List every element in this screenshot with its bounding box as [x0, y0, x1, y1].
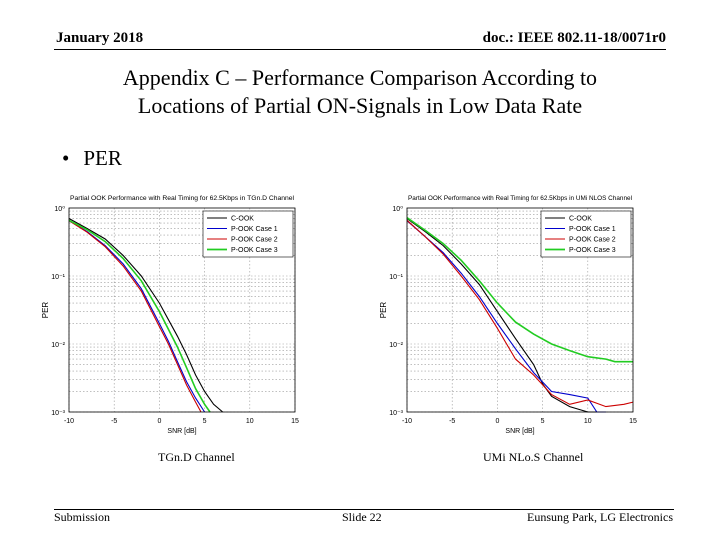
chart1-ytick-label: 10⁻¹: [389, 274, 403, 281]
chart1-xtick-label: -10: [402, 418, 412, 425]
chart1-ytick-label: 10⁰: [392, 205, 403, 213]
slide-title-line1: Appendix C – Performance Comparison Acco…: [122, 65, 598, 90]
chart0-legend: C-OOK P-OOK Case 1 P-OOK Case 2 P-OOK Case …: [202, 210, 294, 258]
header-rule: [54, 49, 666, 50]
chart0-xtick-label: 15: [291, 418, 299, 425]
chart0-xtick-label: 5: [203, 418, 207, 425]
chart1-xtick-label: 0: [495, 418, 499, 425]
chart0-ytick-label: 10⁻¹: [51, 274, 65, 281]
chart1-legend-label: P-OOK Case 3: [569, 247, 616, 254]
bullet-dot: •: [62, 146, 70, 170]
caption-tgnd: TGn.D Channel: [158, 450, 235, 464]
chart0-axes-frame: [68, 207, 296, 413]
chart0-ylabel: PER: [41, 302, 50, 319]
slide-title-line2: Locations of Partial ON-Signals in Low D…: [137, 93, 583, 118]
bullet-item: • PER: [62, 146, 122, 171]
chart1-series-p-ook-case-3: [406, 217, 633, 363]
chart0-xtick-label: -10: [64, 418, 74, 425]
chart0-ytick-label: 10⁻³: [51, 410, 65, 417]
chart1-series-p-ook-case-2: [406, 219, 634, 408]
caption-umi-nlos: UMi NLo.S Channel: [483, 450, 584, 464]
chart1-legend-label: C-OOK: [569, 216, 592, 223]
chart0-series-p-ook-case-1: [68, 220, 206, 413]
chart1-xtick-label: 10: [584, 418, 592, 425]
chart0-xlabel: SNR [dB]: [167, 428, 196, 435]
chart1-title: Partial OOK Performance with Real Timing…: [408, 195, 632, 202]
chart0-series-c-ook: [68, 218, 224, 413]
header-doc-id: doc.: IEEE 802.11-18/0071r0: [482, 30, 666, 46]
chart1-series-c-ook: [406, 218, 597, 413]
slide-title: Appendix C – Performance Comparison Acco…: [40, 64, 680, 120]
chart0-legend-label: P-OOK Case 2: [231, 237, 278, 244]
footer-rule: [54, 509, 674, 510]
footer-author: Eunsung Park, LG Electronics: [527, 510, 673, 524]
chart1-ytick-label: 10⁻³: [389, 410, 403, 417]
chart0-series-p-ook-case-2: [68, 220, 202, 413]
footer-submission: Submission: [54, 510, 111, 524]
footer-slide-number: Slide 22: [342, 510, 382, 524]
chart0-legend-label: P-OOK Case 3: [231, 247, 278, 254]
chart1-axes-frame: [406, 207, 634, 413]
chart0-series-p-ook-case-3: [68, 219, 211, 413]
header-date: January 2018: [56, 30, 144, 46]
chart1-ylabel: PER: [379, 302, 388, 319]
chart1-xtick-label: 15: [629, 418, 637, 425]
chart0-legend-label: P-OOK Case 1: [231, 226, 278, 233]
plot-tgnd: -10 -5 0 5 10 15 10⁰ 10⁻¹ 10⁻² 10⁻³ SNR [dB] PER Par…: [41, 195, 299, 435]
chart1-legend-label: P-OOK Case 2: [569, 237, 616, 244]
chart0-xtick-label: 0: [157, 418, 161, 425]
chart0-legend-label: C-OOK: [231, 216, 254, 223]
bullet-text: PER: [83, 146, 122, 170]
chart0-xtick-label: 10: [246, 418, 254, 425]
chart0-ytick-label: 10⁰: [54, 205, 65, 213]
chart1-xlabel: SNR [dB]: [505, 428, 534, 435]
chart1-xtick-label: -5: [449, 418, 455, 425]
chart0-title: Partial OOK Performance with Real Timing…: [70, 195, 294, 202]
chart1-legend: C-OOK P-OOK Case 1 P-OOK Case 2 P-OOK Case …: [540, 210, 632, 258]
chart1-series-p-ook-case-1: [406, 220, 606, 413]
chart0-xtick-label: -5: [111, 418, 117, 425]
chart1-legend-label: P-OOK Case 1: [569, 226, 616, 233]
chart1-ytick-label: 10⁻²: [389, 342, 403, 349]
chart1-xtick-label: 5: [541, 418, 545, 425]
chart0-ytick-label: 10⁻²: [51, 342, 65, 349]
plot-umi-nlos: -10 -5 0 5 10 15 10⁰ 10⁻¹ 10⁻² 10⁻³ SNR [dB] PER Par…: [379, 195, 637, 435]
